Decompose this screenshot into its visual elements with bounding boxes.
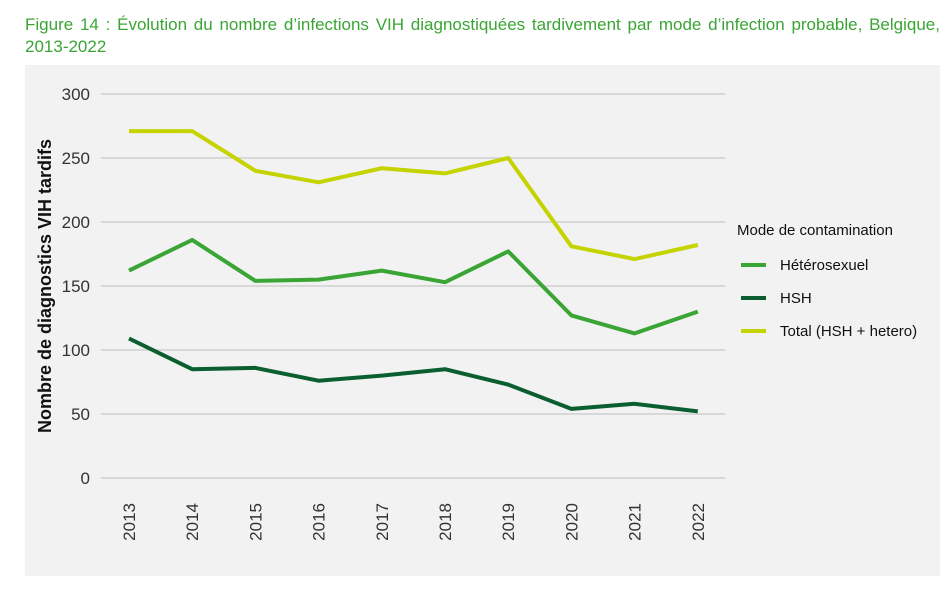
x-tick-label: 2020 <box>562 503 581 541</box>
grid-lines <box>101 93 725 479</box>
x-tick-label: 2021 <box>626 503 645 541</box>
x-tick-label: 2018 <box>436 503 455 541</box>
x-tick-label: 2016 <box>310 503 329 541</box>
x-tick-label: 2019 <box>499 503 518 541</box>
y-axis-title: Nombre de diagnostics VIH tardifs <box>35 139 55 433</box>
series-line-0 <box>128 237 699 336</box>
series-line-1 <box>128 336 699 414</box>
x-tick-labels: 2013 2014 2015 2016 2017 2018 2019 2020 2021 2022 <box>120 503 708 541</box>
legend-label-1: HSH <box>780 290 812 307</box>
legend-label-0: Hétérosexuel <box>780 257 868 274</box>
x-tick-label: 2022 <box>689 503 708 541</box>
y-tick-label: 200 <box>62 213 90 232</box>
figure-caption: Figure 14 : Évolution du nombre d’infect… <box>25 15 940 56</box>
series-lines <box>128 129 699 414</box>
y-tick-label: 0 <box>81 469 90 488</box>
y-tick-label: 300 <box>62 85 90 104</box>
x-tick-label: 2013 <box>120 503 139 541</box>
y-tick-label: 150 <box>62 277 90 296</box>
y-tick-label: 50 <box>71 405 90 424</box>
legend-label-2: Total (HSH + hetero) <box>780 323 917 340</box>
y-tick-labels: 0 50 100 150 200 250 300 <box>62 85 90 488</box>
chart-panel <box>25 65 940 576</box>
x-tick-label: 2014 <box>183 503 202 541</box>
legend: Mode de contamination Hétérosexuel HSH Tota… <box>737 222 917 340</box>
y-tick-label: 100 <box>62 341 90 360</box>
series-line-2 <box>129 129 699 262</box>
legend-title: Mode de contamination <box>737 222 893 239</box>
x-tick-label: 2015 <box>246 503 265 541</box>
y-tick-label: 250 <box>62 149 90 168</box>
x-tick-label: 2017 <box>373 503 392 541</box>
